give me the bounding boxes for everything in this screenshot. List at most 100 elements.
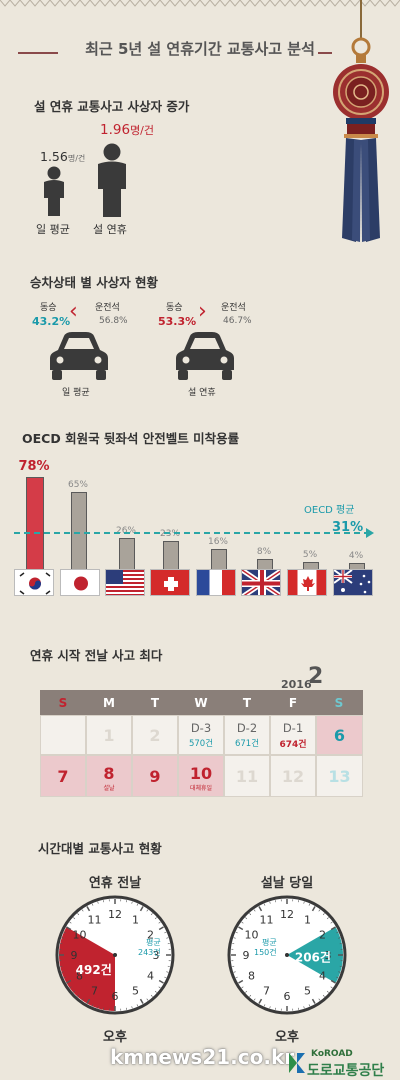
calendar-day: 11 [225,767,269,786]
calendar-cell-12: 12 [270,755,316,797]
left-clock-avg-value: 243건 [138,947,161,958]
korea-flag-icon [14,569,54,596]
clock-number: 9 [71,949,78,962]
clock-number: 11 [260,913,274,926]
calendar-cell-13: 13 [316,755,363,797]
bar-4 [211,549,227,570]
average-rate-unit: 명/건 [68,154,85,163]
clock-number: 10 [244,929,258,942]
calendar-cell-r1c1 [40,715,86,755]
oecd-average-value: 31% [332,520,363,535]
clock-number: 1 [304,913,311,926]
clock-number: 12 [280,908,294,921]
calendar-cell-r1c3: 2 [132,715,178,755]
calendar-day: 2 [133,726,177,745]
clock-number: 6 [284,990,291,1003]
holiday-rate-unit: 명/건 [130,124,154,137]
calendar-heading: 연휴 시작 전날 사고 최다 [30,645,162,664]
calendar-cell-9: 9 [132,755,178,797]
right-driver-label: 운전석 [221,300,246,313]
calendar-header-bar: S M T W T F S [40,690,363,715]
bar-label-3: 23% [150,529,190,539]
right-passenger-label: 동승 [166,300,183,313]
right-passenger-pct: 53.3% [158,315,196,328]
clock-number: 2 [319,929,326,942]
left-passenger-label: 동승 [40,300,57,313]
clock-number: 11 [88,913,102,926]
clock-number: 9 [243,949,250,962]
calendar-dday-label: D-3 [179,721,223,735]
calendar-cell-d2: D-2 671건 [224,715,270,755]
clock-number: 12 [108,908,122,921]
logo-english: KoROAD [311,1049,353,1059]
holiday-casualty-rate: 1.96명/건 [100,122,154,138]
oecd-average-label: OECD 평균 [304,501,354,516]
bar-1 [71,492,87,570]
calendar-day: 8 [87,764,131,783]
day-header-mon: M [86,696,132,710]
calendar-day: 13 [317,767,362,786]
car-average-label: 일 평균 [62,385,90,398]
day-header-fri: F [270,696,316,710]
average-rate-value: 1.56 [40,149,68,164]
right-clock-ampm: 오후 [222,1026,352,1045]
left-driver-label: 운전석 [95,300,120,313]
clock-number: 4 [319,970,326,983]
clock-center [285,953,289,957]
day-header-sat: S [316,696,362,710]
calendar-dday-count: 671건 [225,737,269,749]
calendar-day: 6 [317,726,362,745]
left-clock-title: 연휴 전날 [50,872,180,891]
bar-label-7: 4% [336,551,376,561]
right-chevron-icon: › [198,299,207,324]
bar-label-6: 5% [290,550,330,560]
bar-2 [119,538,135,570]
chart-title: OECD 회원국 뒷좌석 안전벨트 미착용률 [22,428,239,447]
clock-value-label: 492건 [76,962,112,977]
oecd-average-line [14,532,370,534]
right-driver-pct: 46.7% [223,316,252,326]
left-passenger-pct: 43.2% [32,315,70,328]
right-clock-title: 설날 당일 [222,872,352,891]
bar-0 [26,477,44,570]
left-driver-pct: 56.8% [99,316,128,326]
holiday-label: 설 연휴 [93,221,127,237]
clock-number: 1 [132,913,139,926]
clocks-heading: 시간대별 교통사고 현황 [38,838,162,857]
person-large-icon [95,143,129,217]
bar-label-1: 65% [58,480,98,490]
clock-number: 7 [91,985,98,998]
calendar-dday-count: 570건 [179,737,223,749]
clock-number: 6 [112,990,119,1003]
calendar-cell-11: 11 [224,755,270,797]
oecd-average-arrow-icon [366,528,374,538]
bar-label-4: 16% [198,537,238,547]
norigae-ornament-illustration [326,0,396,250]
chart-area: 78% 65% 26% 23% 16% 8% 5% 4% OECD 평균 31% [0,450,400,570]
calendar-cell-8: 8 설날 [86,755,132,797]
calendar-dday-label: D-2 [225,721,269,735]
watermark-text: kmnews21.co.kr [110,1045,294,1069]
holiday-rate-value: 1.96 [100,122,130,138]
calendar-cell-10: 10 대체휴일 [178,755,224,797]
day-header-tue: T [132,696,178,710]
canada-flag-icon [287,569,327,596]
calendar-day: 7 [41,767,85,786]
france-flag-icon [196,569,236,596]
left-chevron-icon: ‹ [69,299,78,324]
clock-number: 5 [304,985,311,998]
calendar-day: 12 [271,767,315,786]
car-icon-average [48,330,110,384]
switzerland-flag-icon [150,569,190,596]
average-label: 일 평균 [36,221,70,237]
calendar-cell-6: 6 [316,715,363,755]
calendar-day: 9 [133,767,177,786]
person-small-icon [40,166,68,216]
calendar-day: 1 [87,726,131,745]
calendar-note: 설날 [87,783,131,792]
calendar-cell-d3: D-3 570건 [178,715,224,755]
bar-label-5: 8% [244,547,284,557]
bar-3 [163,541,179,570]
uk-flag-icon [241,569,281,596]
day-header-sun: S [40,696,86,710]
